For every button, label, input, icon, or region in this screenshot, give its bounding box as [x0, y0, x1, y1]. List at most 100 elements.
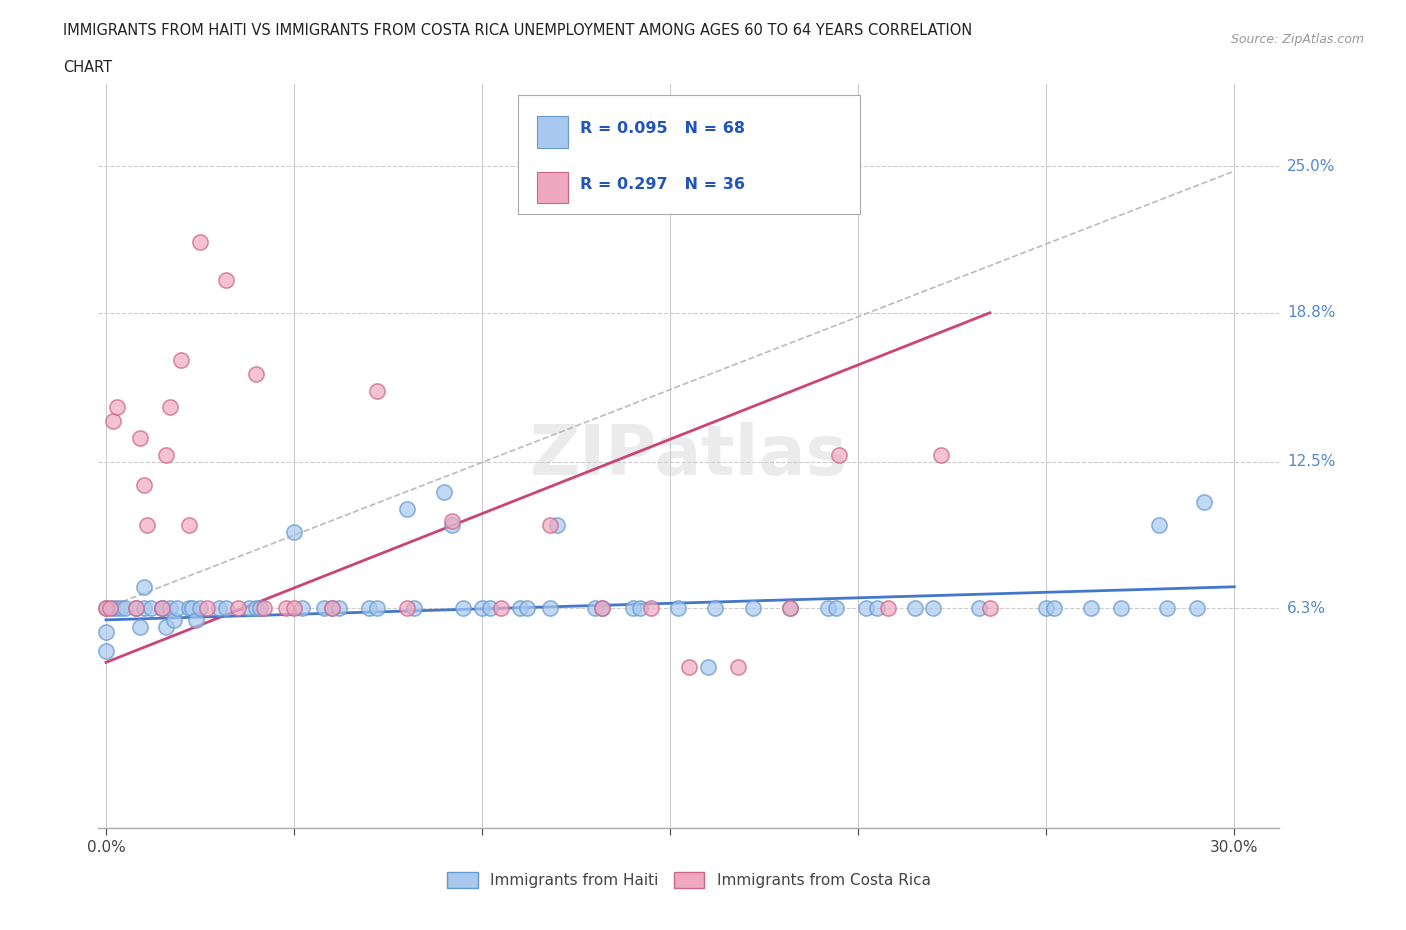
Point [922, 601, 945, 616]
Point [103, 601, 125, 616]
Point [666, 601, 689, 616]
Point [591, 601, 613, 616]
Point [929, 447, 952, 462]
Point [1156, 601, 1178, 616]
Point [877, 601, 900, 616]
Text: 12.5%: 12.5% [1286, 454, 1336, 469]
Text: R = 0.095   N = 68: R = 0.095 N = 68 [581, 121, 745, 136]
Point [290, 601, 312, 616]
Point [188, 601, 211, 616]
Point [283, 525, 305, 540]
Point [177, 601, 200, 616]
Point [94, 601, 117, 616]
Point [1080, 601, 1102, 616]
Point [249, 601, 271, 616]
Point [314, 601, 336, 616]
Point [114, 601, 136, 616]
Point [103, 414, 125, 429]
Point [1035, 601, 1057, 616]
Point [321, 601, 343, 616]
Point [621, 601, 644, 616]
FancyBboxPatch shape [517, 95, 860, 214]
Point [132, 601, 155, 616]
Point [395, 501, 418, 516]
Point [628, 601, 651, 616]
Point [433, 485, 456, 499]
Point [478, 601, 501, 616]
Text: 18.8%: 18.8% [1286, 305, 1336, 320]
Point [94, 624, 117, 639]
Point [159, 601, 181, 616]
Text: ZIPatlas: ZIPatlas [530, 422, 848, 489]
Point [155, 447, 177, 462]
Point [395, 601, 418, 616]
Point [704, 601, 727, 616]
Point [238, 601, 260, 616]
Text: IMMIGRANTS FROM HAITI VS IMMIGRANTS FROM COSTA RICA UNEMPLOYMENT AMONG AGES 60 T: IMMIGRANTS FROM HAITI VS IMMIGRANTS FROM… [63, 23, 973, 38]
Point [139, 601, 162, 616]
Point [215, 272, 238, 287]
Point [828, 447, 851, 462]
FancyBboxPatch shape [537, 116, 568, 148]
Point [509, 601, 531, 616]
Text: Source: ZipAtlas.com: Source: ZipAtlas.com [1230, 33, 1364, 46]
Point [166, 601, 188, 616]
Point [779, 601, 801, 616]
Point [150, 601, 173, 616]
Point [489, 601, 512, 616]
Point [440, 518, 463, 533]
Text: CHART: CHART [63, 60, 112, 75]
Point [855, 601, 877, 616]
Point [94, 601, 117, 616]
Point [471, 601, 494, 616]
Point [110, 601, 132, 616]
Point [979, 601, 1001, 616]
Point [678, 659, 700, 674]
Point [128, 619, 150, 634]
Text: 25.0%: 25.0% [1286, 159, 1336, 174]
Point [150, 601, 173, 616]
Point [197, 601, 219, 616]
Point [451, 601, 474, 616]
Point [967, 601, 990, 616]
Point [136, 518, 159, 533]
Point [696, 659, 718, 674]
Point [105, 400, 128, 415]
Point [404, 601, 426, 616]
Point [1192, 495, 1215, 510]
Point [132, 478, 155, 493]
Point [1111, 601, 1133, 616]
Point [283, 601, 305, 616]
Point [591, 601, 613, 616]
Point [94, 644, 117, 658]
Point [105, 601, 128, 616]
Point [125, 601, 148, 616]
Point [1042, 601, 1064, 616]
Point [159, 400, 181, 415]
Legend: Immigrants from Haiti, Immigrants from Costa Rica: Immigrants from Haiti, Immigrants from C… [441, 866, 936, 895]
Point [226, 601, 249, 616]
Point [1185, 601, 1208, 616]
Point [440, 513, 463, 528]
Text: R = 0.297   N = 36: R = 0.297 N = 36 [581, 177, 745, 192]
Point [546, 518, 568, 533]
Point [155, 619, 177, 634]
Point [866, 601, 889, 616]
Point [359, 601, 381, 616]
Point [640, 601, 662, 616]
Text: 6.3%: 6.3% [1286, 601, 1326, 616]
Point [150, 601, 173, 616]
Point [208, 601, 231, 616]
Point [538, 601, 561, 616]
Point [904, 601, 927, 616]
Point [245, 601, 267, 616]
Point [727, 659, 749, 674]
Point [163, 613, 186, 628]
Point [128, 431, 150, 445]
Point [366, 601, 388, 616]
FancyBboxPatch shape [537, 172, 568, 204]
Point [741, 601, 763, 616]
Point [328, 601, 350, 616]
Point [516, 601, 538, 616]
Point [188, 234, 211, 249]
